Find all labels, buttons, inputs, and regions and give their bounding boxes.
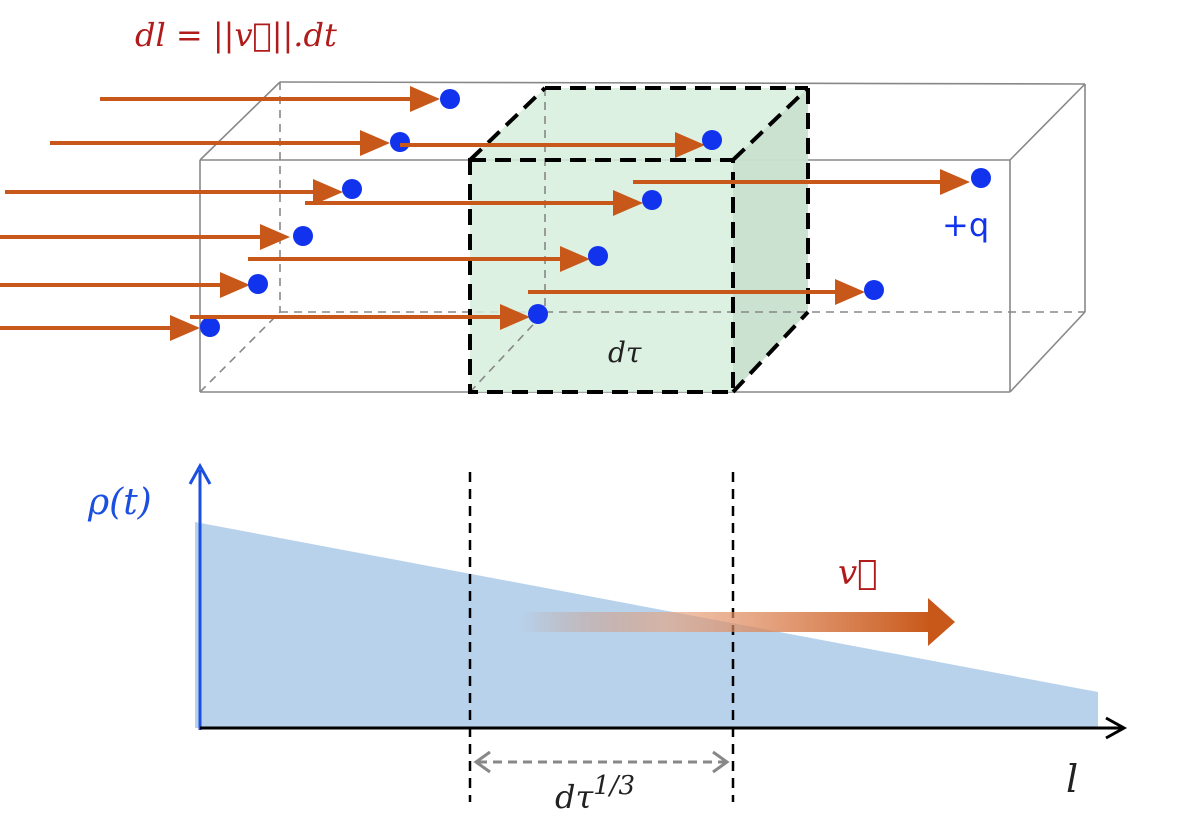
charge-dot	[588, 246, 608, 266]
charge-arrows	[0, 86, 991, 341]
length-axis-label: l	[1066, 757, 1078, 801]
density-plot: v⃗ ρ(t) dτ1/3 l	[87, 462, 1128, 816]
charge-dot	[200, 317, 220, 337]
formula-dl: dl = ||v⃗||.dt	[135, 16, 337, 54]
interval-label: dτ1/3	[555, 771, 635, 816]
arrowhead	[560, 246, 590, 272]
interval-label-base: dτ	[555, 778, 594, 816]
volume-label: dτ	[608, 336, 642, 369]
arrowhead	[220, 272, 250, 298]
charge-dot	[702, 130, 722, 150]
arrowhead	[260, 224, 290, 250]
arrowhead	[835, 279, 865, 305]
charge-dot	[293, 226, 313, 246]
charge-dot	[342, 179, 362, 199]
arrowhead	[360, 130, 390, 156]
interval-dimension-arrow	[473, 750, 730, 774]
velocity-label: v⃗	[838, 553, 878, 593]
arrowhead	[313, 179, 343, 205]
arrowhead	[675, 132, 705, 158]
charge-dot	[864, 280, 884, 300]
volume-element-cube	[468, 86, 810, 394]
charge-dot	[642, 190, 662, 210]
arrowhead	[410, 86, 440, 112]
charge-dot	[390, 132, 410, 152]
interval-label-exponent: 1/3	[593, 771, 635, 801]
velocity-arrow	[520, 598, 955, 646]
charge-dot	[528, 304, 548, 324]
charge-dot	[440, 89, 460, 109]
arrowhead	[170, 315, 200, 341]
y-axis-arrowhead	[188, 462, 212, 485]
arrowhead	[940, 169, 970, 195]
density-label: ρ(t)	[87, 482, 152, 523]
x-axis-arrowhead	[1105, 716, 1128, 740]
arrowhead	[500, 304, 530, 330]
charge-dot	[971, 168, 991, 188]
arrowhead	[613, 190, 643, 216]
charge-dot	[248, 274, 268, 294]
charge-label: +q	[942, 206, 989, 244]
